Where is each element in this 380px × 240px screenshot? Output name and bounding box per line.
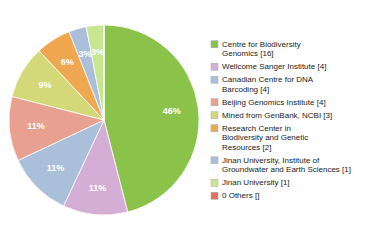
legend-item: 0 Others [] <box>211 191 259 200</box>
legend-swatch <box>211 192 218 199</box>
legend-swatch <box>211 157 218 164</box>
legend-item: Jinan University, Institute ofGroundwate… <box>211 156 351 175</box>
data-label: 3% <box>78 49 91 59</box>
legend-swatch <box>211 76 218 83</box>
legend-label: 0 Others [] <box>222 191 259 200</box>
pie <box>9 25 199 215</box>
pie-slice <box>86 25 104 120</box>
data-label: 11% <box>89 183 107 193</box>
legend-item: Wellcome Sanger Institute [4] <box>211 62 326 71</box>
legend-swatch <box>211 112 218 119</box>
legend-label: Jinan University [1] <box>222 178 290 187</box>
pie-slice <box>103 25 104 120</box>
legend-swatch <box>211 41 218 48</box>
data-label: 6% <box>61 57 74 67</box>
legend-swatch <box>211 63 218 70</box>
data-label: 3% <box>91 47 104 57</box>
legend-item: Mined from GenBank, NCBI [3] <box>211 111 332 120</box>
legend-label: Research Center inBiodiversity and Genet… <box>222 124 308 152</box>
legend-swatch <box>211 125 218 132</box>
legend-label: Canadian Centre for DNABarcoding [4] <box>222 75 314 94</box>
chart: 46% 11% 11% 11% 9% 6% 3%3% Centre for Biodivers… <box>0 0 380 240</box>
data-label: 11% <box>47 163 65 173</box>
legend-item: Beijing Genomics Institute [4] <box>211 98 326 107</box>
legend-item: Canadian Centre for DNABarcoding [4] <box>211 75 314 94</box>
data-label: 46% <box>163 106 181 116</box>
legend-label: Jinan University, Institute ofGroundwate… <box>222 156 351 175</box>
legend-label: Beijing Genomics Institute [4] <box>222 98 326 107</box>
legend-item: Jinan University [1] <box>211 178 290 187</box>
data-label: 9% <box>39 80 52 90</box>
legend-label: Mined from GenBank, NCBI [3] <box>222 111 332 120</box>
legend-item: Research Center inBiodiversity and Genet… <box>211 124 308 152</box>
legend: Centre for BiodiversityGenomics [16] Well… <box>211 40 351 201</box>
legend-label: Centre for BiodiversityGenomics [16] <box>222 40 301 59</box>
legend-item: Centre for BiodiversityGenomics [16] <box>211 40 301 59</box>
data-label: 11% <box>27 121 45 131</box>
legend-label: Wellcome Sanger Institute [4] <box>222 62 326 71</box>
data-labels: 46% 11% 11% 11% 9% 6% 3%3% <box>27 47 181 193</box>
chart-container: 46% 11% 11% 11% 9% 6% 3%3% Centre for Biodivers… <box>0 0 380 240</box>
legend-swatch <box>211 99 218 106</box>
legend-swatch <box>211 179 218 186</box>
